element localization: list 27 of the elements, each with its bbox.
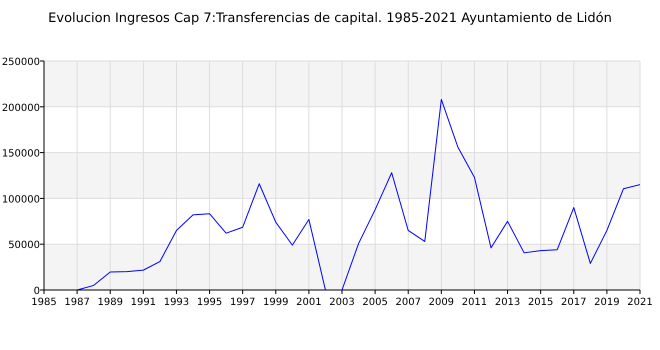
x-tick-label: 2009 [428,297,454,308]
x-tick-label: 1995 [196,297,222,308]
x-tick-label: 2019 [594,297,620,308]
x-tick-label: 1989 [97,297,123,308]
x-tick-label: 1985 [31,297,57,308]
y-tick-label: 150000 [2,148,40,160]
x-tick-label: 1999 [263,297,289,308]
x-tick-label: 2017 [561,297,587,308]
y-tick-label: 200000 [2,102,40,114]
line-series [76,98,640,290]
x-tick-label: 2007 [395,297,421,308]
x-tick-label: 1997 [230,297,256,308]
x-tick-label: 2011 [462,297,488,308]
x-tick-label: 1991 [130,297,156,308]
chart-title: Evolucion Ingresos Cap 7:Transferencias de capital. 1985-2021 Ayuntamiento de Lidón [48,11,612,26]
y-tick-label: 100000 [2,194,40,206]
x-tick-label: 2013 [494,297,520,308]
y-tick-label: 250000 [2,57,40,68]
x-tick-label: 2003 [329,297,355,308]
y-tick-label: 50000 [8,240,40,252]
x-tick-label: 1993 [164,297,190,308]
y-tick-label: 0 [34,286,40,297]
x-tick-label: 2015 [528,297,554,308]
x-tick-label: 2001 [296,297,322,308]
x-tick-label: 2021 [627,297,653,308]
x-tick-label: 1987 [64,297,90,308]
x-tick-label: 2005 [362,297,388,308]
